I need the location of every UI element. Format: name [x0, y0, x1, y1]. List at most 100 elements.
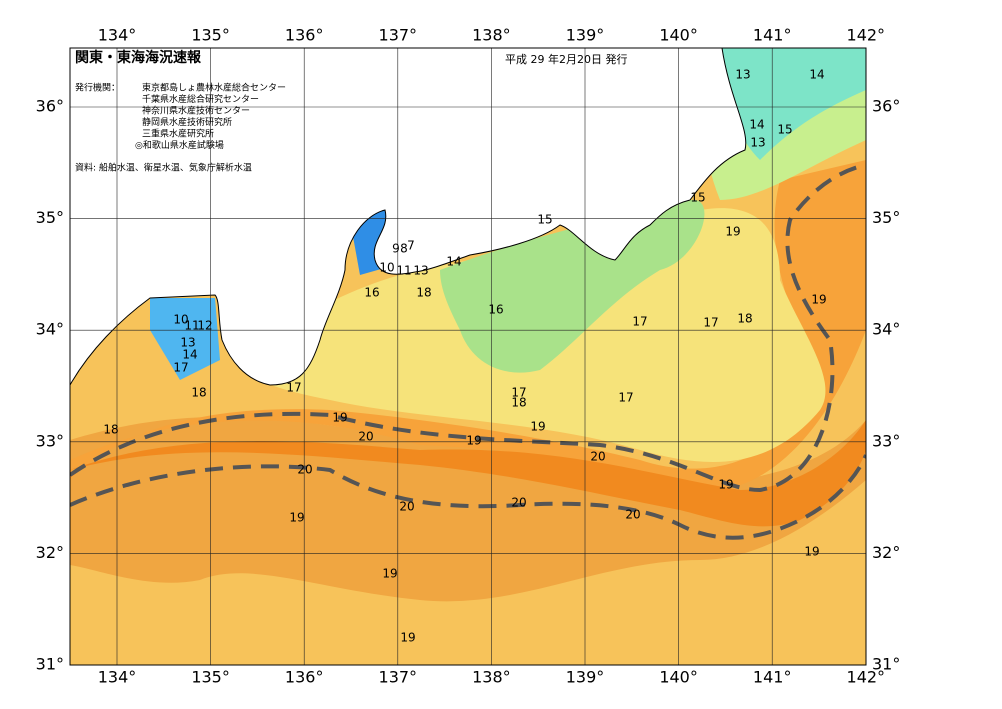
map-frame [69, 47, 867, 666]
contour-label: 19 [811, 293, 826, 307]
contour-label: 17 [632, 315, 647, 329]
lat-label-left: 36° [36, 97, 64, 116]
contour-label: 13 [413, 264, 428, 278]
contour-label: 11 [396, 264, 411, 278]
contour-label: 10 [379, 261, 394, 275]
contour-label: 18 [511, 396, 526, 410]
lat-label-right: 35° [872, 208, 900, 227]
contour-label: 14 [182, 348, 197, 362]
lon-label-top: 139° [566, 26, 605, 45]
issuer: 三重県水産研究所 [142, 128, 214, 140]
lat-label-right: 31° [872, 655, 900, 674]
lon-label-top: 140° [659, 26, 698, 45]
contour-label: 19 [289, 511, 304, 525]
land [70, 48, 747, 387]
contour-label: 17 [511, 386, 526, 400]
kuroshio-core [70, 420, 866, 527]
contour-label: 18 [737, 312, 752, 326]
contour-label: 19 [382, 567, 397, 581]
lon-label-bottom: 136° [285, 668, 324, 687]
lon-label-top: 138° [472, 26, 511, 45]
warm-band [70, 160, 866, 490]
contour-label: 14 [809, 68, 824, 82]
source: 資料: 船舶水温、衛星水温、気象庁解析水温 [75, 162, 252, 174]
contour-label: 8 [400, 242, 408, 256]
lon-label-top: 134° [98, 26, 137, 45]
lon-label-bottom: 135° [191, 668, 230, 687]
issuer-label: 発行機関： [75, 82, 120, 94]
contour-label: 14 [749, 118, 764, 132]
issuer: 静岡県水産技術研究所 [142, 116, 232, 128]
lon-label-bottom: 134° [98, 668, 137, 687]
lon-label-bottom: 141° [753, 668, 792, 687]
issuer: 千葉県水産総合研究センター [142, 93, 259, 105]
contour-label: 16 [488, 303, 503, 317]
lat-label-left: 34° [36, 320, 64, 339]
lat-label-right: 34° [872, 320, 900, 339]
contour-label: 20 [625, 508, 640, 522]
lat-label-left: 32° [36, 543, 64, 562]
contour-label: 19 [804, 545, 819, 559]
contour-label: 19 [400, 631, 415, 645]
contour-label: 17 [703, 316, 718, 330]
contour-label: 13 [735, 68, 750, 82]
issue-date: 平成 29 年2月20日 発行 [505, 52, 627, 66]
issuer: ◎和歌山県水産試験場 [135, 139, 224, 151]
lon-label-bottom: 139° [566, 668, 605, 687]
contour-label: 20 [511, 496, 526, 510]
contour-label: 17 [618, 391, 633, 405]
contour-label: 12 [197, 319, 212, 333]
lon-label-bottom: 137° [379, 668, 418, 687]
lat-label-right: 36° [872, 97, 900, 116]
contour-label: 15 [690, 191, 705, 205]
contour-label: 20 [399, 500, 414, 514]
lat-label-left: 33° [36, 431, 64, 450]
contour-label: 14 [446, 255, 461, 269]
contour-label: 20 [297, 463, 312, 477]
contour-label: 19 [725, 225, 740, 239]
contour-label: 18 [416, 286, 431, 300]
issuer: 東京都島しょ農林水産総合センター [142, 82, 286, 94]
title: 関東・東海海況速報 [75, 49, 202, 66]
contour-label: 20 [590, 450, 605, 464]
lon-label-bottom: 138° [472, 668, 511, 687]
contour-label: 19 [530, 420, 545, 434]
contour-label: 20 [358, 430, 373, 444]
lon-label-bottom: 140° [659, 668, 698, 687]
contour-label: 16 [364, 286, 379, 300]
contour-label: 19 [332, 411, 347, 425]
contour-label: 11 [184, 319, 199, 333]
lat-label-right: 33° [872, 431, 900, 450]
contour-label: 15 [777, 123, 792, 137]
contour-label: 9 [392, 242, 400, 256]
contour-label: 7 [407, 239, 415, 253]
lon-label-top: 135° [191, 26, 230, 45]
lon-label-top: 141° [753, 26, 792, 45]
kii-channel [150, 298, 220, 380]
kuroshio-axis [70, 454, 866, 540]
contour-label: 17 [173, 361, 188, 375]
cool-water [440, 199, 705, 373]
contour-label: 10 [173, 313, 188, 327]
lon-label-top: 137° [379, 26, 418, 45]
lat-label-left: 31° [36, 655, 64, 674]
lat-label-right: 32° [872, 543, 900, 562]
lon-label-top: 136° [285, 26, 324, 45]
warm-zone [70, 416, 866, 602]
lat-label-left: 35° [36, 208, 64, 227]
contour-label: 13 [750, 136, 765, 150]
lon-label-top: 142° [847, 26, 886, 45]
contour-label: 17 [286, 381, 301, 395]
contour-label: 18 [191, 386, 206, 400]
issuer: 神奈川県水産技術センター [142, 105, 250, 117]
contour-label: 19 [466, 434, 481, 448]
contour-label: 19 [718, 478, 733, 492]
contour-label: 18 [103, 423, 118, 437]
kuroshio-axis [70, 163, 866, 493]
lon-label-bottom: 142° [847, 668, 886, 687]
contour-label: 15 [537, 213, 552, 227]
contour-label: 13 [180, 336, 195, 350]
